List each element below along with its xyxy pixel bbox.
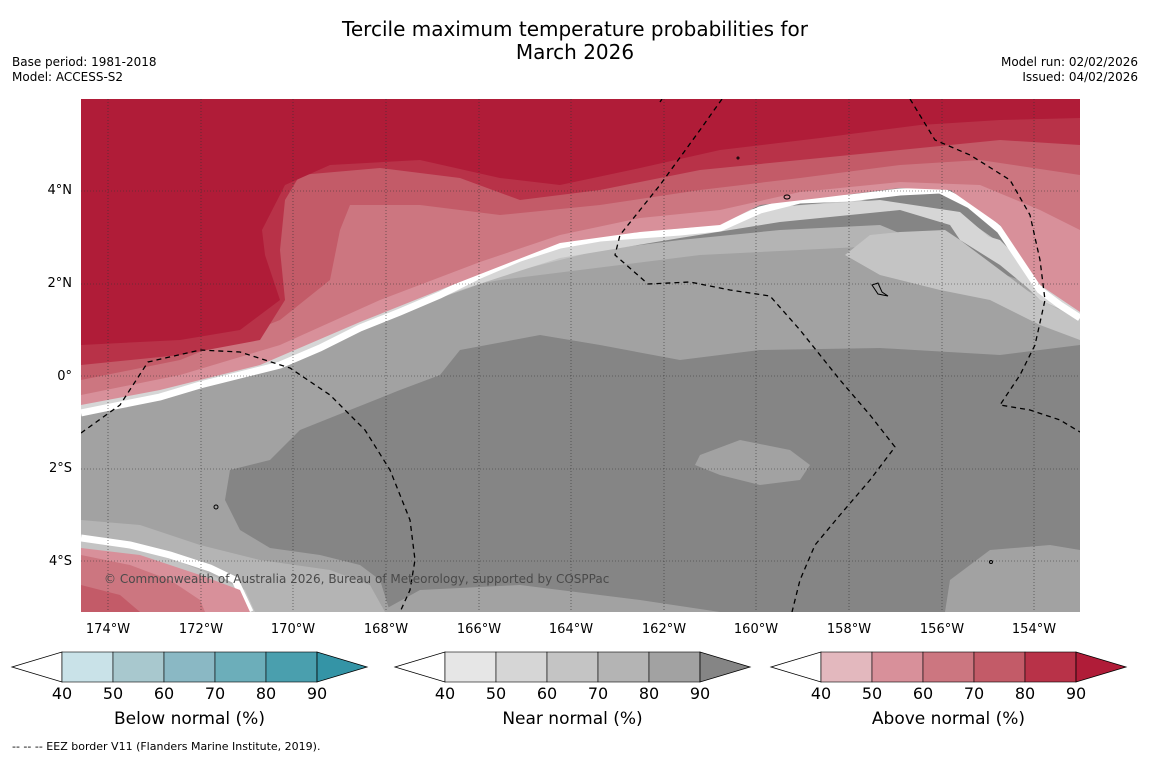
lat-label-0: 0° <box>57 369 72 384</box>
field-above-90 <box>81 99 1080 345</box>
lat-label-4n: 4°N <box>47 183 73 198</box>
field-near-80-se <box>945 545 1080 612</box>
islands <box>213 156 993 564</box>
below-colorbar-tick: 60 <box>153 684 175 703</box>
field-above-80 <box>81 99 1080 365</box>
lon-label-172w: 172°W <box>178 622 224 637</box>
above-colorbar-segment <box>922 651 975 683</box>
field-near-80-south <box>380 585 720 612</box>
near-colorbar-max-arrow <box>699 651 752 683</box>
lon-label-154w: 154°W <box>1011 622 1057 637</box>
near-colorbar-tick: 50 <box>485 684 507 703</box>
lon-label-156w: 156°W <box>919 622 965 637</box>
map-fields <box>81 99 1080 612</box>
below-colorbar-segment <box>61 651 114 683</box>
near-colorbar-segment <box>444 651 497 683</box>
field-boundary-south <box>81 534 254 612</box>
issued-date: Issued: 04/02/2026 <box>1022 70 1138 84</box>
near-colorbar-tick: 90 <box>689 684 711 703</box>
below-colorbar-tick: 50 <box>102 684 124 703</box>
near-colorbar-tick: 40 <box>434 684 456 703</box>
below-colorbar-tick: 80 <box>255 684 277 703</box>
lat-label-2n: 2°N <box>47 276 73 291</box>
below-colorbar-max-arrow <box>316 651 369 683</box>
above-colorbar-segment <box>1024 651 1077 683</box>
eez-footer: -- -- -- EEZ border V11 (Flanders Marine… <box>12 740 321 753</box>
above-colorbar-segment <box>820 651 873 683</box>
title-line-2: March 2026 <box>515 40 635 64</box>
field-near-60-east <box>845 230 1080 340</box>
eez-borders <box>81 99 1080 612</box>
above-colorbar-max-arrow <box>1075 651 1128 683</box>
above-colorbar-segment <box>973 651 1026 683</box>
field-near-80-blob <box>695 440 810 485</box>
above-colorbar-min-arrow <box>769 651 822 683</box>
above-colorbar-tick: 50 <box>861 684 883 703</box>
near-colorbar-segment <box>648 651 701 683</box>
lon-label-162w: 162°W <box>641 622 687 637</box>
lon-label-168w: 168°W <box>363 622 409 637</box>
near-normal-label: Near normal (%) <box>502 709 643 729</box>
below-colorbar-segment <box>112 651 165 683</box>
lat-label-4s: 4°S <box>48 554 72 569</box>
field-near-70 <box>81 225 1080 410</box>
above-colorbar-tick: 60 <box>912 684 934 703</box>
map-title: Tercile maximum temperature probabilitie… <box>0 18 1150 64</box>
lon-label-170w: 170°W <box>270 622 316 637</box>
model-name: Model: ACCESS-S2 <box>12 70 124 84</box>
meta-left: Base period: 1981-2018 Model: ACCESS-S2 <box>12 55 157 85</box>
lon-label-160w: 160°W <box>733 622 779 637</box>
above-colorbar-tick: 40 <box>810 684 832 703</box>
below-colorbar-segment <box>163 651 216 683</box>
below-colorbar-segment <box>265 651 318 683</box>
colorbars <box>10 651 1128 683</box>
near-colorbar-segment <box>495 651 548 683</box>
lon-label-166w: 166°W <box>456 622 502 637</box>
near-colorbar-tick: 70 <box>587 684 609 703</box>
below-colorbar-tick: 40 <box>51 684 73 703</box>
near-colorbar-segment <box>597 651 650 683</box>
copyright-notice: © Commonwealth of Australia 2026, Bureau… <box>104 572 610 586</box>
base-period: Base period: 1981-2018 <box>12 55 157 69</box>
model-run: Model run: 02/02/2026 <box>1000 55 1138 69</box>
near-colorbar-min-arrow <box>393 651 446 683</box>
near-colorbar-tick: 80 <box>638 684 660 703</box>
above-colorbar-tick: 70 <box>963 684 985 703</box>
below-normal-label: Below normal (%) <box>114 709 265 729</box>
below-colorbar-tick: 70 <box>204 684 226 703</box>
lon-label-158w: 158°W <box>826 622 872 637</box>
meta-right: Model run: 02/02/2026 Issued: 04/02/2026 <box>1001 55 1138 85</box>
above-colorbar-segment <box>871 651 924 683</box>
below-colorbar-tick: 90 <box>306 684 328 703</box>
below-colorbar-min-arrow <box>10 651 63 683</box>
lon-label-174w: 174°W <box>85 622 131 637</box>
above-colorbar-tick: 80 <box>1014 684 1036 703</box>
field-above-south-80 <box>81 585 140 612</box>
above-normal-label: Above normal (%) <box>871 709 1026 729</box>
near-colorbar-segment <box>546 651 599 683</box>
lon-label-164w: 164°W <box>548 622 594 637</box>
lat-label-2s: 2°S <box>48 461 72 476</box>
near-colorbar-tick: 60 <box>536 684 558 703</box>
title-line-1: Tercile maximum temperature probabilitie… <box>342 17 808 41</box>
above-colorbar-tick: 90 <box>1065 684 1087 703</box>
below-colorbar-segment <box>214 651 267 683</box>
